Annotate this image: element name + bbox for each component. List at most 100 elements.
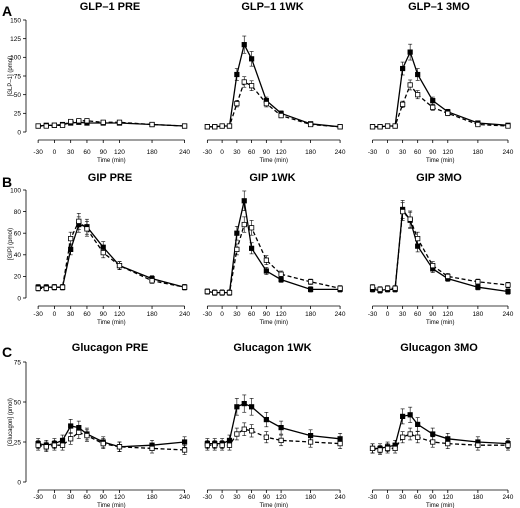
data-point-open-square [43, 444, 49, 450]
x-tick-label: 180 [147, 311, 158, 318]
data-point-open-square [226, 123, 233, 129]
y-tick-label: 60 [14, 231, 22, 238]
data-point-open-square [445, 273, 451, 280]
data-point-filled-square [241, 198, 247, 204]
y-tick-label: 75 [14, 73, 22, 80]
panel-c-0: Glucagon PRE -30 0 30 60 90 120 180 240 Time (min… [8, 342, 190, 508]
data-point-open-square [263, 101, 269, 107]
x-tick-label: 60 [248, 311, 256, 318]
x-tick-label: 60 [83, 149, 91, 156]
data-point-open-square [337, 440, 343, 447]
panel-c-2: Glucagon 3MO -30 0 30 60 90 120 180 240 Time (min… [368, 342, 514, 508]
data-point-open-square [400, 208, 406, 215]
x-tick-label: 60 [83, 311, 91, 318]
x-tick-label: 0 [53, 311, 57, 318]
data-point-open-square [278, 271, 284, 277]
data-point-open-square [505, 123, 511, 129]
data-point-open-square [43, 123, 49, 129]
data-point-open-square [407, 431, 413, 437]
x-tick-label: 30 [67, 149, 75, 156]
y-tick-label: 50 [14, 399, 22, 406]
x-tick-label: 60 [83, 494, 91, 501]
data-point-open-square [204, 288, 210, 295]
x-tick-label: 240 [179, 149, 190, 156]
panel-title: Glucagon 1WK [233, 342, 311, 354]
data-point-filled-square [415, 421, 421, 428]
data-point-open-square [219, 289, 225, 296]
data-point-open-square [226, 289, 233, 296]
data-point-filled-square [505, 288, 511, 295]
x-tick-label: 120 [276, 311, 287, 318]
x-tick-label: 180 [305, 494, 316, 501]
data-point-filled-square [181, 439, 188, 445]
data-point-open-square [51, 122, 58, 128]
x-tick-label: 240 [179, 494, 190, 501]
data-point-open-square [212, 442, 218, 448]
data-point-open-square [59, 284, 66, 290]
x-tick-label: 120 [442, 149, 453, 156]
data-point-open-square [505, 282, 511, 288]
x-tick-label: 30 [67, 494, 75, 501]
data-point-filled-square [249, 245, 255, 251]
row-label-b: B [2, 174, 12, 190]
y-tick-label: 50 [14, 92, 22, 99]
data-point-open-square [204, 442, 210, 448]
data-point-open-square [307, 121, 314, 128]
x-tick-label: 0 [220, 494, 224, 501]
data-point-open-square [181, 447, 188, 453]
data-point-open-square [35, 123, 41, 129]
x-axis-label: Time (min) [426, 503, 454, 508]
data-point-open-square [204, 124, 210, 130]
x-tick-label: 240 [335, 311, 346, 318]
x-tick-label: 0 [386, 149, 390, 156]
data-point-open-square [263, 434, 269, 440]
data-point-filled-square [263, 416, 269, 423]
panel-title: GIP 3MO [416, 172, 462, 184]
panel-c-1: Glucagon 1WK -30 0 30 60 90 120 180 240 Time (min… [203, 342, 346, 508]
x-tick-label: 90 [100, 149, 108, 156]
data-point-open-square [430, 104, 436, 110]
y-tick-label: 80 [14, 209, 22, 216]
data-point-open-square [181, 123, 188, 129]
panel-title: GLP–1 1WK [241, 1, 303, 13]
series-dashed-line [372, 433, 508, 451]
x-tick-label: 180 [305, 149, 316, 156]
x-axis-label: Time (min) [426, 158, 454, 164]
data-point-open-square [377, 124, 383, 130]
data-point-open-square [369, 445, 376, 452]
row-label-a: A [2, 3, 12, 19]
data-point-filled-square [68, 246, 74, 252]
y-axis-label: [Glucagon] (pmol) [8, 398, 14, 446]
x-tick-label: 90 [100, 311, 108, 318]
x-tick-label: -30 [203, 494, 213, 501]
data-point-filled-square [278, 277, 284, 283]
x-tick-label: 0 [220, 311, 224, 318]
data-point-open-square [337, 124, 343, 130]
x-tick-label: 120 [442, 494, 453, 501]
data-point-open-square [384, 285, 391, 291]
x-tick-label: 90 [429, 149, 437, 156]
panel-grid: GLP–1 PRE -30 0 30 60 90 120 180 240 Time (min) 0 2… [8, 1, 514, 508]
data-point-filled-square [234, 230, 240, 236]
data-point-filled-square [234, 71, 240, 78]
data-point-open-square [84, 118, 90, 124]
data-point-open-square [149, 445, 155, 452]
data-point-open-square [278, 437, 284, 444]
data-point-open-square [278, 112, 284, 119]
x-tick-label: 30 [399, 311, 407, 318]
series-solid-line [372, 50, 509, 128]
y-tick-label: 40 [14, 252, 22, 259]
data-point-open-square [377, 447, 383, 453]
x-axis-label: Time (min) [260, 158, 288, 164]
data-point-open-square [415, 235, 421, 242]
data-point-open-square [68, 436, 74, 442]
data-point-filled-square [475, 284, 481, 290]
x-tick-label: 0 [386, 311, 390, 318]
x-tick-label: -30 [33, 494, 43, 501]
data-point-open-square [445, 440, 451, 447]
data-point-open-square [415, 434, 421, 440]
data-point-open-square [249, 225, 255, 231]
panel-b-1: GIP 1WK -30 0 30 60 90 120 180 240 Time (min) [203, 172, 346, 326]
data-point-open-square [100, 250, 106, 256]
data-point-open-square [475, 279, 481, 285]
